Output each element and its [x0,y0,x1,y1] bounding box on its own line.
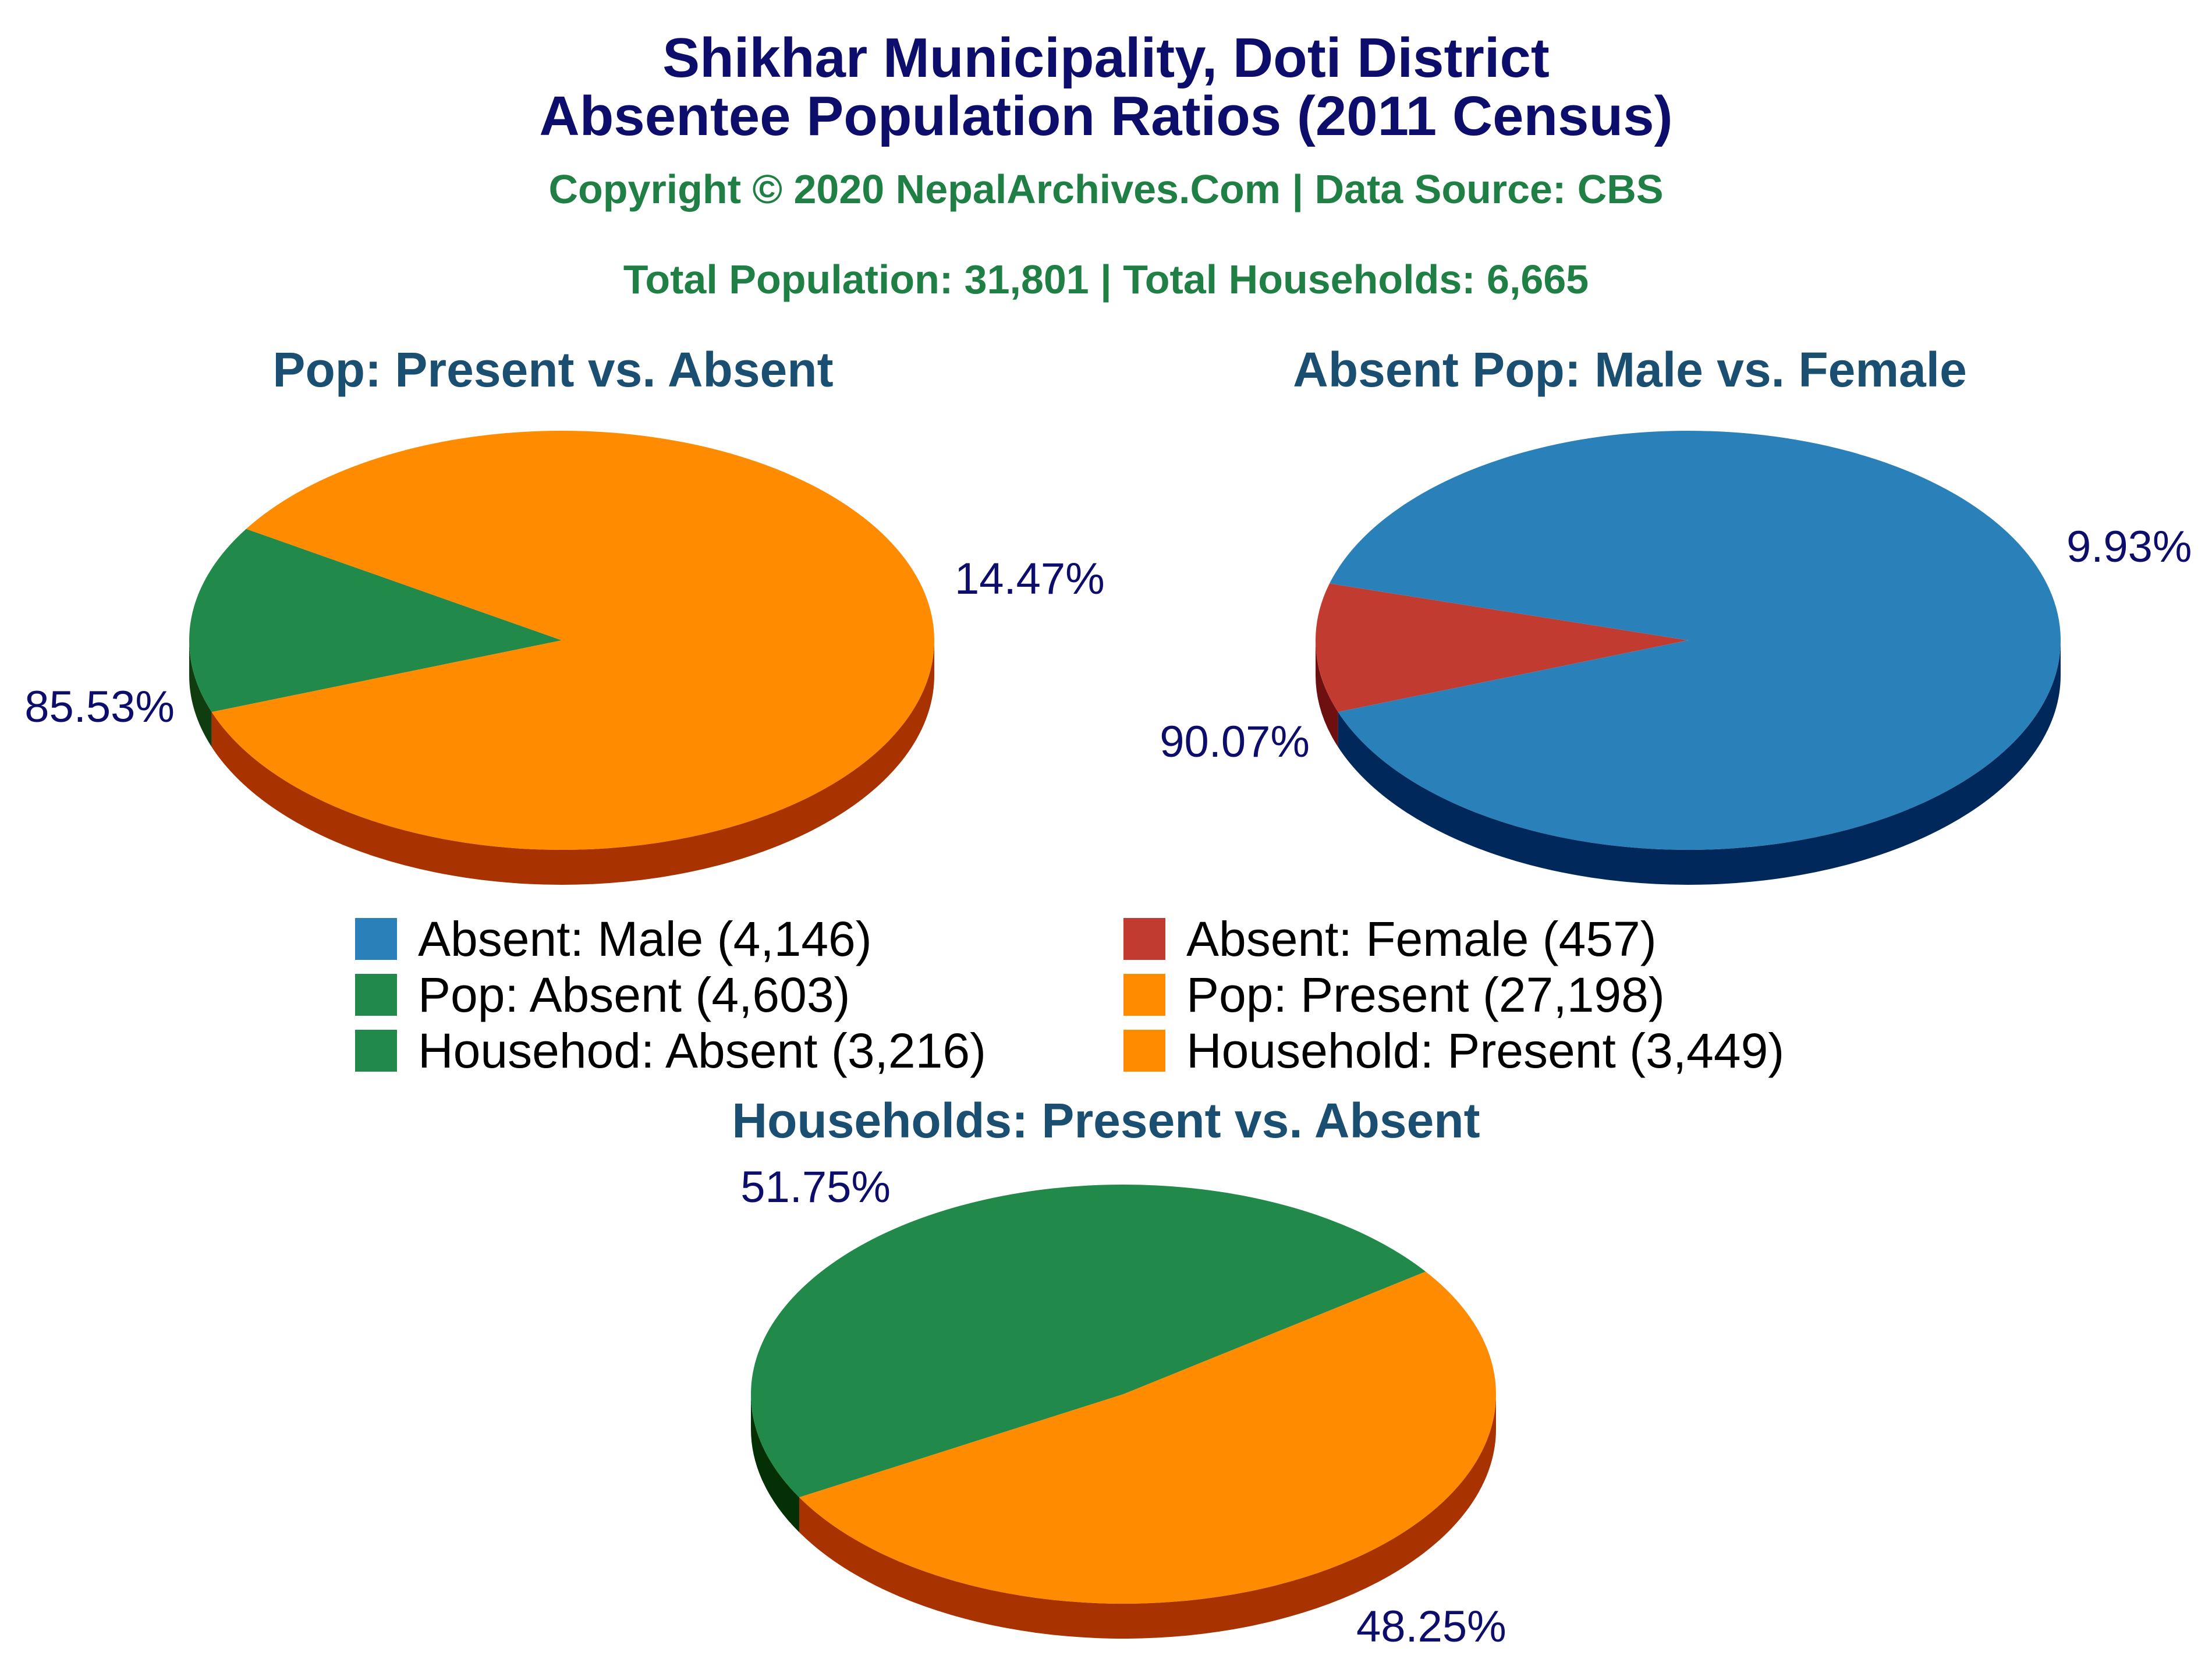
legend-swatch [1123,918,1165,960]
pie-side-absent-female [1316,640,1338,747]
legend-swatch [355,974,397,1016]
legend-swatch [1123,974,1165,1016]
pie-side-pop-absent [189,640,212,747]
chart-title-line2: Absentee Population Ratios (2011 Census) [539,85,1673,147]
pie-slice-absent-male [1330,431,2061,850]
pie-side-pop-present [211,640,935,885]
pie-slice-househod-absent [750,1184,1426,1498]
slice-percent-label: 90.07% [1160,717,1310,767]
legend-item-absent-female: Absent: Female (457) [1123,911,1657,967]
legend-swatch [355,918,397,960]
pie-slice-absent-female [1316,583,1688,712]
legend: Absent: Male (4,146) Absent: Female (457… [355,911,1927,1086]
legend-label: Absent: Male (4,146) [418,911,872,966]
pie-3: 48.25% 51.75% [740,1162,1506,1651]
legend-label: Pop: Present (27,198) [1186,967,1665,1022]
pie-side-househod-absent [751,1394,799,1533]
legend-swatch [1123,1030,1165,1072]
legend-label: Absent: Female (457) [1186,911,1657,966]
pie3-title: Households: Present vs. Absent [732,1093,1480,1148]
slice-percent-label: 14.47% [955,554,1105,604]
pie-side-absent-male [1338,640,2061,885]
legend-label: Household: Present (3,449) [1186,1023,1785,1078]
legend-label: Househod: Absent (3,216) [418,1023,987,1078]
slice-percent-label: 51.75% [740,1162,891,1212]
legend-item-absent-male: Absent: Male (4,146) [355,911,872,967]
legend-swatch [355,1030,397,1072]
pie-2: 9.93% 90.07% [1160,431,2192,885]
pie1-title: Pop: Present vs. Absent [272,342,834,397]
legend-item-household-absent: Househod: Absent (3,216) [355,1023,986,1079]
pie-side-household-present [799,1394,1496,1639]
slice-percent-label: 85.53% [24,682,175,732]
totals-note: Total Population: 31,801 | Total Househo… [623,257,1589,302]
legend-item-pop-present: Pop: Present (27,198) [1123,967,1665,1023]
legend-item-household-present: Household: Present (3,449) [1123,1023,1784,1079]
copyright-note: Copyright © 2020 NepalArchives.Com | Dat… [548,166,1664,212]
slice-percent-label: 9.93% [2066,522,2192,572]
pie-slice-pop-present [211,430,935,850]
pie-slice-pop-absent [189,529,562,712]
legend-label: Pop: Absent (4,603) [418,967,850,1022]
pie2-title: Absent Pop: Male vs. Female [1293,342,1967,397]
slice-percent-label: 48.25% [1356,1602,1506,1651]
chart-title-line1: Shikhar Municipality, Doti District [662,27,1550,89]
legend-item-pop-absent: Pop: Absent (4,603) [355,967,850,1023]
pie-slice-household-present [799,1271,1496,1604]
pie-1: 14.47% 85.53% [24,430,1105,885]
